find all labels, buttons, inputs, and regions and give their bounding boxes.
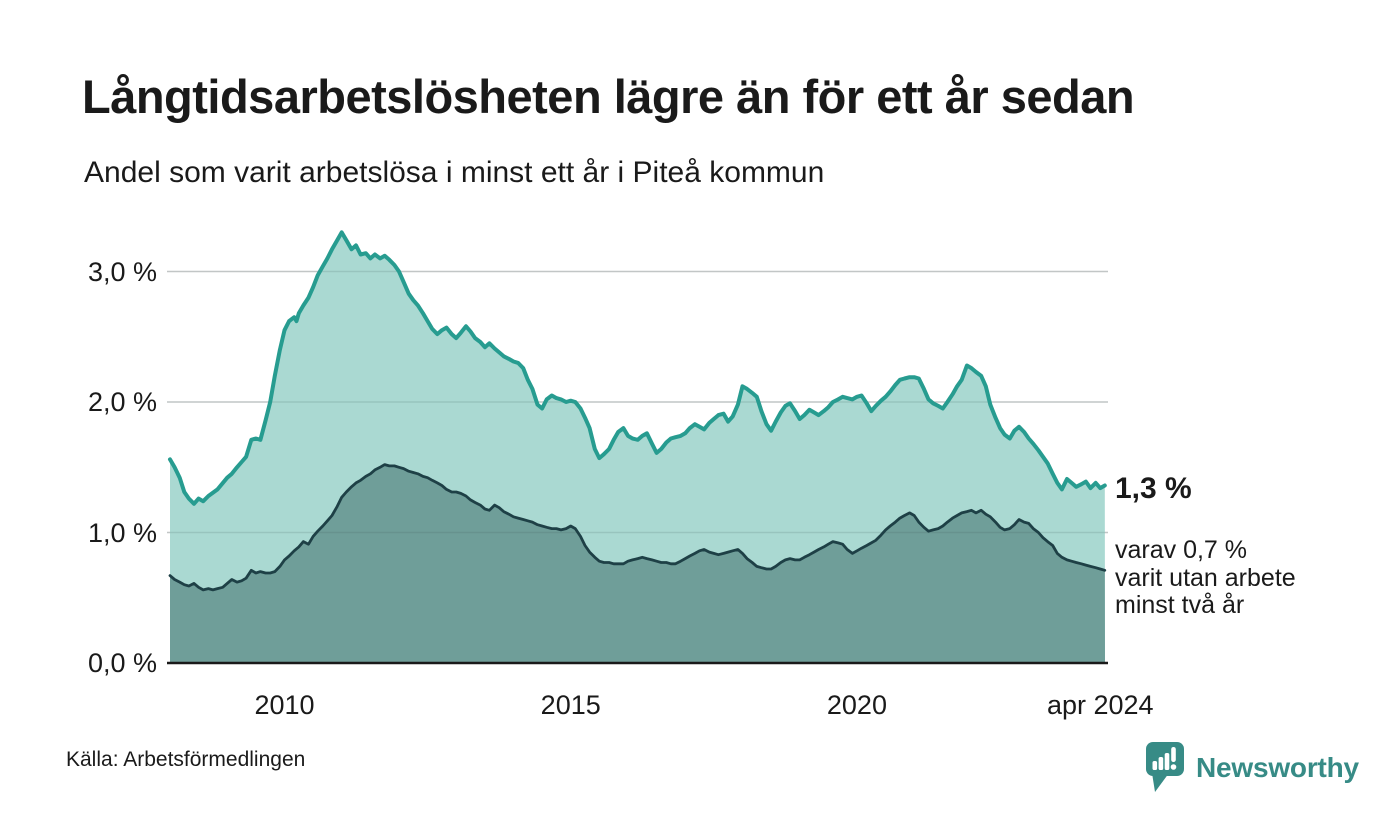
- x-axis-tick-label: apr 2024: [1046, 690, 1154, 720]
- latest-subvalue-label: varav 0,7 % varit utan arbete minst två …: [1115, 536, 1296, 620]
- x-axis-tick-label: 2015: [540, 690, 601, 720]
- page-title: Långtidsarbetslösheten lägre än för ett …: [82, 70, 1135, 123]
- y-axis-tick-label: 3,0 %: [87, 256, 157, 287]
- source-note: Källa: Arbetsförmedlingen: [66, 748, 306, 771]
- newsworthy-chart-bubble-icon: [1146, 742, 1184, 792]
- latest-value-label: 1,3 %: [1115, 472, 1192, 505]
- y-axis-tick-label: 1,0 %: [87, 517, 157, 548]
- annotation-line: varit utan arbete: [1115, 563, 1296, 592]
- x-axis-tick-label: 2020: [826, 690, 887, 720]
- y-axis-tick-label: 0,0 %: [87, 648, 157, 678]
- annotation-line: minst två år: [1115, 591, 1245, 619]
- newsworthy-logo: Newsworthy: [1138, 736, 1388, 806]
- y-axis-tick-label: 2,0 %: [87, 387, 157, 417]
- brand-name: Newsworthy: [1196, 752, 1359, 783]
- annotation-line: varav 0,7 %: [1115, 536, 1248, 564]
- x-axis-tick-label: 2010: [254, 690, 315, 720]
- page-subtitle: Andel som varit arbetslösa i minst ett å…: [84, 156, 825, 189]
